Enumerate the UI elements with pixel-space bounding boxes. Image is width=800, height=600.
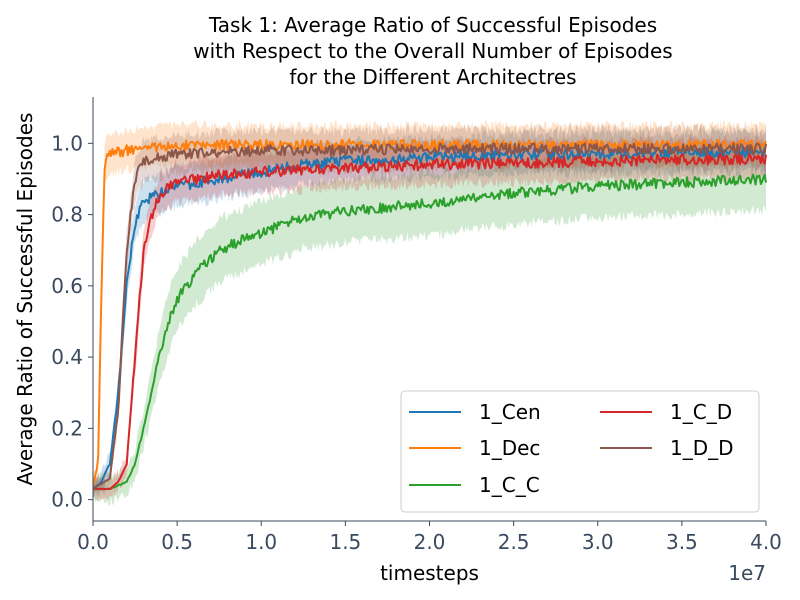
- band-1_Cen: [93, 127, 766, 501]
- x-tick-label: 1.5: [329, 530, 361, 554]
- x-axis-label: timesteps: [380, 561, 479, 585]
- x-tick-label: 2.0: [414, 530, 446, 554]
- y-axis-label: Average Ratio of Successful Episodes: [13, 113, 37, 486]
- y-tick-label: 1.0: [51, 131, 83, 155]
- y-tick-label: 0.8: [51, 203, 83, 227]
- series-lines: [92, 138, 767, 491]
- x-tick-label: 4.0: [750, 530, 782, 554]
- band-1_C_C: [93, 143, 766, 507]
- x-tick-label: 1.0: [245, 530, 277, 554]
- x-tick-label: 2.5: [498, 530, 530, 554]
- chart-title: Task 1: Average Ratio of Successful Epis…: [193, 13, 672, 89]
- legend: 1_Cen 1_Dec 1_C_C 1_C_D 1_D_D: [400, 390, 760, 513]
- legend-label-1_Cen: 1_Cen: [479, 400, 541, 424]
- chart-title-line: with Respect to the Overall Number of Ep…: [193, 39, 672, 63]
- legend-label-1_D_D: 1_D_D: [670, 436, 734, 460]
- legend-label-1_C_C: 1_C_C: [479, 473, 540, 497]
- series-line-1_D_D: [92, 142, 767, 490]
- band-1_C_D: [93, 134, 766, 502]
- series-line-1_C_D: [92, 153, 767, 491]
- x-axis-offset-label: 1e7: [728, 561, 766, 585]
- y-tick-label: 0.0: [51, 488, 83, 512]
- legend-label-1_C_D: 1_C_D: [670, 400, 732, 424]
- x-tick-label: 3.0: [582, 530, 614, 554]
- x-ticks: 0.0 0.5 1.0 1.5 2.0 2.5 3.0 3.5 4.0: [77, 521, 782, 554]
- y-ticks: 0.0 0.2 0.4 0.6 0.8 1.0: [51, 131, 93, 512]
- x-tick-label: 0.0: [77, 530, 109, 554]
- x-tick-label: 3.5: [666, 530, 698, 554]
- x-tick-label: 0.5: [161, 530, 193, 554]
- y-tick-label: 0.2: [51, 416, 83, 440]
- legend-label-1_Dec: 1_Dec: [479, 436, 540, 460]
- y-tick-label: 0.4: [51, 345, 83, 369]
- chart-title-line: for the Different Architectres: [289, 65, 576, 89]
- series-line-1_C_C: [92, 173, 767, 491]
- legend-frame: [400, 390, 760, 513]
- chart-title-line: Task 1: Average Ratio of Successful Epis…: [208, 13, 657, 37]
- y-tick-label: 0.6: [51, 274, 83, 298]
